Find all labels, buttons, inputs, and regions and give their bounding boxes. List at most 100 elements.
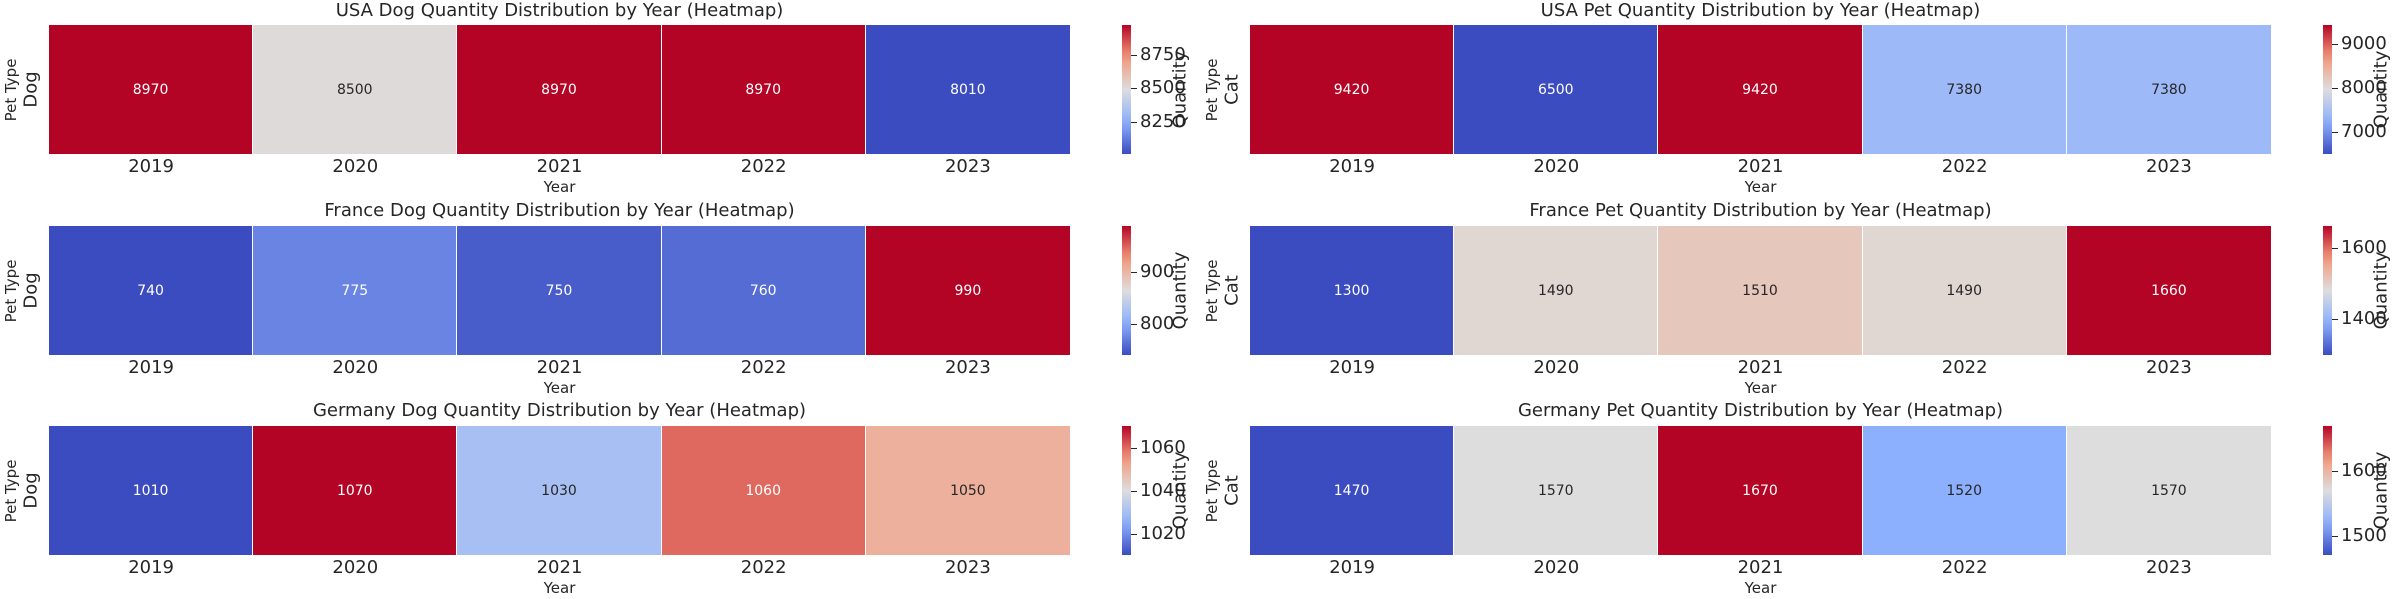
x-tick-label: 2022	[740, 557, 787, 578]
x-tick-label: 2020	[332, 557, 379, 578]
x-tick-label: 2022	[1941, 156, 1988, 177]
cell-value-label: 9420	[1333, 81, 1370, 98]
x-tick-label: 2020	[1533, 357, 1580, 378]
colorbar-tick-mark	[1131, 447, 1137, 449]
x-tick-label: 2022	[740, 156, 787, 177]
x-axis-label: Year	[1744, 379, 1777, 397]
heatmap-cell: 8970	[457, 25, 662, 154]
colorbar-label: Quantity	[1169, 50, 1191, 128]
colorbar-tick-mark	[1131, 272, 1137, 274]
colorbar-label: Quantity	[1169, 251, 1191, 329]
y-axis-label: Pet Type	[1203, 459, 1221, 522]
cell-value-label: 740	[137, 282, 164, 299]
heatmap-cell: 1490	[1862, 226, 2067, 355]
x-tick-label: 2022	[1941, 557, 1988, 578]
y-axis-label: Pet Type	[1203, 259, 1221, 322]
colorbar-tick-mark	[2332, 87, 2338, 89]
heatmap-cell: 760	[661, 226, 866, 355]
x-tick-label: 2023	[2145, 357, 2192, 378]
cell-value-label: 1660	[2151, 282, 2187, 299]
heatmap-cell: 7380	[2066, 25, 2271, 154]
heatmap-cell: 7380	[1862, 25, 2067, 154]
colorbar-tick-mark	[1131, 490, 1137, 492]
x-tick-label: 2021	[536, 357, 583, 378]
cell-value-label: 1060	[745, 482, 781, 499]
colorbar	[1122, 426, 1131, 555]
x-tick-label: 2021	[1737, 357, 1784, 378]
cell-value-label: 8500	[336, 81, 373, 98]
heatmap-cell: 1570	[1454, 426, 1659, 555]
y-tick-label: Dog	[20, 70, 42, 108]
colorbar-tick-label: 1040	[1140, 479, 1186, 501]
y-axis-label: Pet Type	[2, 58, 20, 121]
heatmap-cell: 9420	[1658, 25, 1863, 154]
cell-value-label: 6500	[1537, 81, 1574, 98]
colorbar	[2323, 426, 2332, 555]
x-axis-label: Year	[543, 379, 576, 397]
heatmap-cell: 1050	[865, 426, 1070, 555]
colorbar-tick-label: 8750	[1140, 43, 1186, 65]
colorbar-tick-mark	[2332, 247, 2338, 249]
cell-value-label: 9420	[1742, 81, 1778, 98]
cell-value-label: 1570	[1537, 482, 1574, 499]
chart-title: Germany Pet Quantity Distribution by Yea…	[1517, 400, 2004, 421]
colorbar-tick-mark	[2332, 131, 2338, 133]
x-axis-label: Year	[543, 579, 576, 597]
cell-value-label: 7380	[2151, 81, 2187, 98]
cell-value-label: 8970	[745, 81, 781, 98]
cell-value-label: 1490	[1537, 282, 1574, 299]
heatmap-cell: 1490	[1454, 226, 1659, 355]
heatmap-cell: 1520	[1862, 426, 2067, 555]
colorbar-tick-label: 1400	[2341, 308, 2387, 330]
heatmap-cell: 1070	[253, 426, 458, 555]
colorbar-tick-mark	[1131, 324, 1137, 326]
cell-value-label: 1510	[1742, 282, 1778, 299]
heatmap-cell: 1060	[661, 426, 866, 555]
heatmap-cell: 750	[457, 226, 662, 355]
x-tick-label: 2021	[536, 557, 583, 578]
x-tick-label: 2023	[944, 557, 991, 578]
colorbar-tick-label: 800	[1140, 313, 1175, 335]
heatmap-cell: 1570	[2066, 426, 2271, 555]
x-tick-label: 2019	[1329, 357, 1375, 378]
x-axis-label: Year	[543, 178, 576, 196]
x-tick-label: 2022	[1941, 357, 1988, 378]
x-tick-label: 2019	[128, 156, 174, 177]
cell-value-label: 1490	[1946, 282, 1982, 299]
cell-value-label: 1570	[2151, 482, 2187, 499]
colorbar	[2323, 226, 2332, 355]
colorbar-tick-mark	[1131, 121, 1137, 123]
x-tick-label: 2019	[128, 557, 174, 578]
heatmap-cell: 8500	[253, 25, 458, 154]
x-tick-label: 2023	[944, 156, 991, 177]
x-tick-label: 2023	[2145, 156, 2192, 177]
colorbar	[2323, 25, 2332, 154]
heatmap-cell: 6500	[1454, 25, 1659, 154]
heatmap-cell: 740	[49, 226, 254, 355]
cell-value-label: 1010	[132, 482, 169, 499]
x-axis-label: Year	[1744, 178, 1777, 196]
colorbar-label: Quantity	[1169, 451, 1191, 529]
heatmap-cell: 1300	[1250, 226, 1455, 355]
colorbar-label: Quantity	[2370, 451, 2392, 529]
y-axis-label: Pet Type	[2, 259, 20, 322]
x-tick-label: 2020	[332, 156, 379, 177]
cell-value-label: 750	[545, 282, 573, 299]
cell-value-label: 1670	[1742, 482, 1778, 499]
colorbar-tick-label: 8000	[2341, 76, 2387, 98]
colorbar-tick-label: 1600	[2341, 460, 2387, 482]
cell-value-label: 1470	[1333, 482, 1370, 499]
heatmap-cell: 1660	[2066, 226, 2271, 355]
cell-value-label: 990	[954, 282, 982, 299]
y-tick-label: Dog	[20, 471, 42, 509]
x-tick-label: 2020	[1533, 557, 1580, 578]
y-tick-label: Cat	[1221, 73, 1243, 105]
colorbar-tick-mark	[2332, 471, 2338, 473]
colorbar-tick-mark	[1131, 533, 1137, 535]
cell-value-label: 760	[749, 282, 777, 299]
chart-title: USA Pet Quantity Distribution by Year (H…	[1540, 0, 1981, 21]
colorbar-label: Quantity	[2370, 251, 2392, 329]
heatmap-cell: 1010	[49, 426, 254, 555]
y-tick-label: Cat	[1221, 274, 1243, 306]
colorbar-tick-mark	[2332, 43, 2338, 45]
